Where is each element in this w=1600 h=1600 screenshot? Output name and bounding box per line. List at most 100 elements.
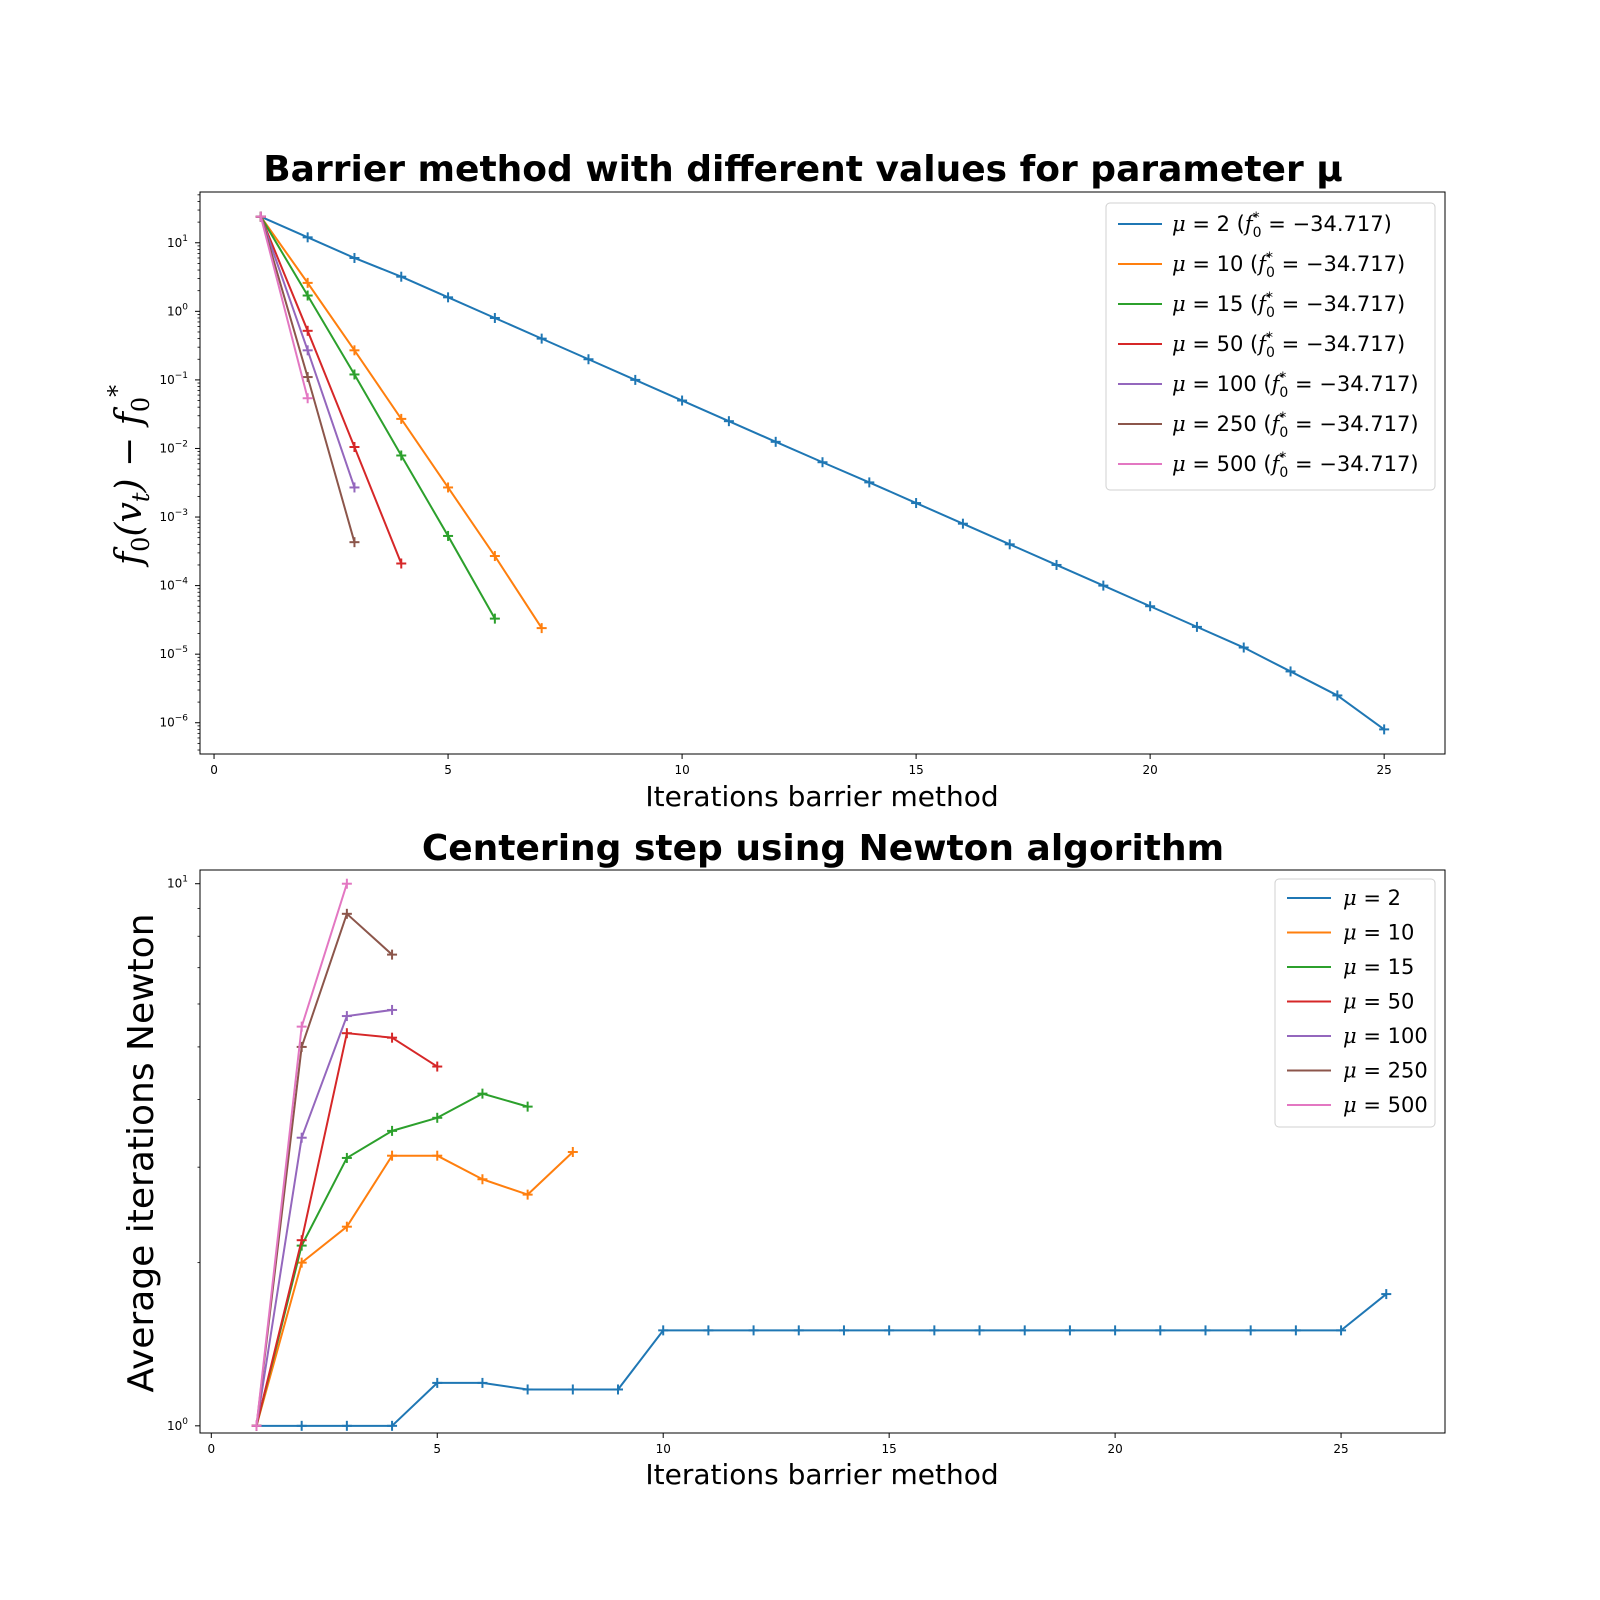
x-axis-ticks: 0 5 10 15 20 25 (210, 754, 1392, 777)
series-line (259, 216, 496, 620)
data-point-marker (911, 498, 922, 509)
legend-fstar-value: −34.717 (1319, 412, 1410, 436)
series-line (259, 216, 309, 399)
legend-label: μ = 2 (1343, 886, 1401, 910)
y-tick-exponent: 0 (182, 302, 188, 312)
data-point-marker (477, 1088, 488, 1099)
legend-fstar-value: −34.717 (1293, 212, 1384, 236)
data-point-marker (302, 290, 313, 301)
y-tick-label: 10−5 (159, 645, 188, 661)
x-tick-label: 15 (908, 763, 923, 777)
data-point-marker (1098, 580, 1109, 591)
data-point-marker (302, 345, 313, 356)
data-point-marker (432, 1150, 443, 1161)
legend-mu-value: 2 (1388, 886, 1401, 910)
legend-label: μ = 100 (f* 0 = −34.717) (1172, 370, 1419, 401)
legend-label: μ = 10 (1343, 921, 1414, 945)
data-point-marker (677, 395, 688, 406)
data-point-marker (1110, 1325, 1121, 1336)
data-point-marker (864, 477, 875, 488)
y-tick-label: 10−4 (159, 577, 188, 593)
data-point-marker (1155, 1325, 1166, 1336)
data-point-marker (567, 1146, 578, 1157)
x-tick-label: 10 (656, 1442, 671, 1456)
data-point-marker (630, 374, 641, 385)
data-point-marker (349, 482, 360, 493)
legend-label: μ = 50 (f* 0 = −34.717) (1172, 330, 1405, 361)
series-mu-10 (255, 211, 547, 634)
legend-mu-value: 500 (1388, 1093, 1428, 1117)
data-point-marker (477, 1174, 488, 1185)
plot-frame (199, 869, 1446, 1434)
legend: μ = 2 μ = 10 μ = 15 μ = 50 μ = 100 μ = 250 μ =… (1274, 878, 1436, 1128)
data-point-marker (489, 613, 500, 624)
series-line (256, 1293, 1387, 1427)
data-point-marker (1336, 1325, 1347, 1336)
legend-mu-value: 500 (1217, 452, 1257, 476)
data-point-marker (1191, 621, 1202, 632)
data-point-marker (1245, 1325, 1256, 1336)
x-axis-label: Iterations barrier method (645, 780, 998, 813)
chart-title: Centering step using Newton algorithm (422, 828, 1224, 869)
y-tick-label: 100 (167, 1417, 188, 1433)
data-point-marker (432, 1377, 443, 1388)
legend-item-mu-15: μ = 15 (f* 0 = −34.717) (1118, 290, 1405, 321)
y-tick-base: 10 (159, 373, 174, 387)
y-axis-label: Average iterations Newton (121, 913, 162, 1392)
data-point-marker (817, 457, 828, 468)
data-point-marker (1238, 642, 1249, 653)
series-mu-50 (255, 211, 407, 569)
y-tick-exponent: −1 (175, 371, 188, 381)
legend-mu-value: 50 (1217, 332, 1244, 356)
data-point-marker (349, 345, 360, 356)
data-point-marker (1285, 666, 1296, 677)
legend-label: μ = 500 (f* 0 = −34.717) (1172, 450, 1419, 481)
legend-item-mu-2: μ = 2 (f* 0 = −34.717) (1118, 210, 1392, 241)
y-tick-base: 10 (159, 441, 174, 455)
data-point-marker (349, 369, 360, 380)
data-point-marker (1019, 1325, 1030, 1336)
legend-mu-value: 250 (1217, 412, 1257, 436)
data-point-marker (957, 518, 968, 529)
data-point-marker (302, 393, 313, 404)
legend-item-mu-500: μ = 500 (1287, 1093, 1428, 1117)
data-point-marker (1064, 1325, 1075, 1336)
data-point-marker (387, 949, 398, 960)
y-tick-base: 10 (159, 647, 174, 661)
legend-mu-value: 10 (1217, 252, 1244, 276)
data-point-marker (477, 1377, 488, 1388)
data-point-marker (387, 1420, 398, 1431)
data-point-marker (387, 1004, 398, 1015)
y-tick-exponent: 1 (182, 234, 188, 244)
chart-newton-centering: Centering step using Newton algorithm 0 5… (121, 828, 1446, 1491)
legend-label: μ = 250 (1343, 1059, 1428, 1083)
legend-mu-value: 100 (1217, 372, 1257, 396)
y-tick-label: 10−1 (159, 371, 188, 387)
data-point-marker (396, 413, 407, 424)
y-tick-label: 10−2 (159, 439, 188, 455)
legend-label: μ = 500 (1343, 1093, 1428, 1117)
y-tick-base: 10 (159, 579, 174, 593)
legend-label: μ = 2 (f* 0 = −34.717) (1172, 210, 1392, 241)
y-tick-label: 101 (167, 875, 188, 891)
y-tick-label: 101 (167, 234, 188, 250)
data-point-marker (296, 1420, 307, 1431)
y-tick-exponent: −4 (175, 577, 189, 587)
data-point-marker (929, 1325, 940, 1336)
legend-fstar-value: −34.717 (1306, 292, 1397, 316)
data-point-marker (1200, 1325, 1211, 1336)
data-point-marker (583, 354, 594, 365)
y-tick-base: 10 (167, 236, 182, 250)
legend: μ = 2 (f* 0 = −34.717) μ = 10 (f* 0 = −34.7… (1105, 202, 1436, 491)
x-tick-label: 15 (882, 1442, 897, 1456)
data-point-marker (1290, 1325, 1301, 1336)
data-point-marker (396, 558, 407, 569)
series-mu-250 (251, 908, 398, 1431)
x-tick-label: 20 (1142, 763, 1157, 777)
series-mu-500 (251, 878, 352, 1431)
data-point-marker (387, 1150, 398, 1161)
data-point-marker (396, 450, 407, 461)
series-lines (255, 211, 1390, 735)
data-point-marker (387, 1125, 398, 1136)
